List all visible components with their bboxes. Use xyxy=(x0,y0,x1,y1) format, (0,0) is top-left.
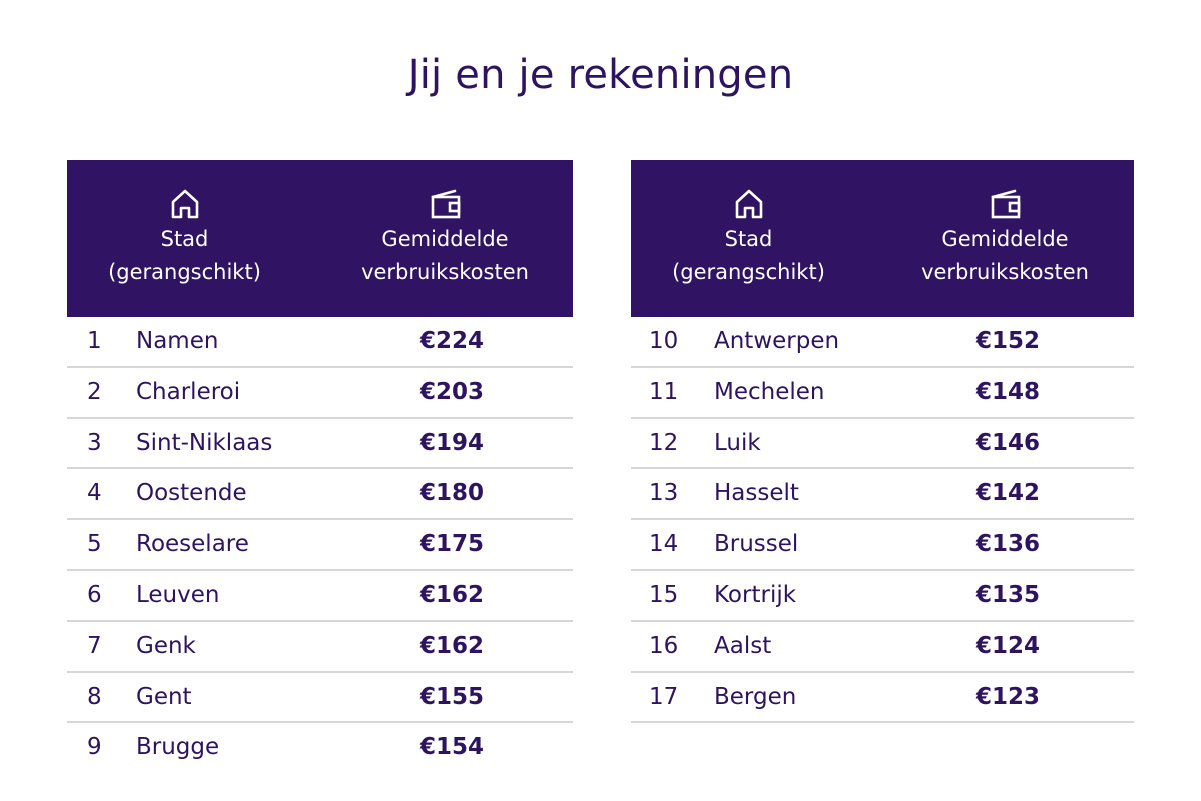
table-row: 3 Sint-Niklaas €194 xyxy=(67,419,573,470)
table-row: 14 Brussel €136 xyxy=(631,520,1134,571)
city-name: Brugge xyxy=(136,734,220,761)
rank: 12 xyxy=(649,429,679,456)
cost-value: €146 xyxy=(975,429,1040,456)
cost-value: €194 xyxy=(419,429,484,456)
table-row: 5 Roeselare €175 xyxy=(67,520,573,571)
rank: 9 xyxy=(87,734,102,761)
city-name: Antwerpen xyxy=(714,328,840,354)
table-row: 6 Leuven €162 xyxy=(67,571,573,622)
cost-value: €203 xyxy=(419,378,484,405)
column-header-cost: Gemiddelde verbruikskosten xyxy=(317,160,573,317)
table-header: Stad (gerangschikt) Gemiddelde verbruiks… xyxy=(67,160,573,317)
cost-value: €124 xyxy=(975,632,1040,659)
rank: 5 xyxy=(87,531,102,558)
table-row: 7 Genk €162 xyxy=(67,622,573,673)
cost-value: €135 xyxy=(975,581,1040,608)
table-row: 10 Antwerpen €152 xyxy=(631,317,1134,368)
rank: 13 xyxy=(649,480,679,507)
column-header-cost-line2: verbruikskosten xyxy=(921,260,1089,284)
city-name: Namen xyxy=(136,328,219,354)
column-header-city-line2: (gerangschikt) xyxy=(108,260,261,284)
table-body: 10 Antwerpen €152 11 Mechelen €148 12 Luik €14… xyxy=(631,317,1134,724)
cost-value: €123 xyxy=(975,683,1040,710)
city-name: Kortrijk xyxy=(714,581,797,608)
rank: 15 xyxy=(649,581,679,608)
table-row: 11 Mechelen €148 xyxy=(631,368,1134,419)
rank: 4 xyxy=(87,480,102,507)
cost-value: €152 xyxy=(975,328,1040,354)
cost-value: €175 xyxy=(419,531,484,558)
city-name: Mechelen xyxy=(714,378,825,405)
rank: 16 xyxy=(649,632,679,659)
city-name: Oostende xyxy=(136,480,247,507)
column-header-city-line2: (gerangschikt) xyxy=(672,260,825,284)
column-header-city-line1: Stad xyxy=(160,227,209,251)
city-name: Hasselt xyxy=(714,480,799,507)
rank: 8 xyxy=(87,683,102,710)
table-body: 1 Namen €224 2 Charleroi €203 3 Sint-Niklaas €… xyxy=(67,317,573,774)
city-name: Aalst xyxy=(714,632,772,659)
table-header: Stad (gerangschikt) Gemiddelde verbruiks… xyxy=(631,160,1134,317)
cost-value: €155 xyxy=(419,683,484,710)
city-name: Luik xyxy=(714,429,761,456)
city-name: Gent xyxy=(136,683,192,710)
cost-value: €180 xyxy=(419,480,484,507)
cost-value: €148 xyxy=(975,378,1040,405)
ranking-table-left: Stad (gerangschikt) Gemiddelde verbruiks… xyxy=(67,160,573,774)
wallet-icon xyxy=(988,187,1022,221)
wallet-icon xyxy=(428,187,462,221)
column-header-cost-line1: Gemiddelde xyxy=(941,227,1069,251)
rank: 11 xyxy=(649,378,679,405)
column-header-cost: Gemiddelde verbruikskosten xyxy=(876,160,1134,317)
city-name: Roeselare xyxy=(136,531,249,558)
table-row: 4 Oostende €180 xyxy=(67,469,573,521)
table-row: 9 Brugge €154 xyxy=(67,723,573,774)
cost-value: €162 xyxy=(419,632,484,659)
table-row: 17 Bergen €123 xyxy=(631,673,1134,724)
table-row: 16 Aalst €124 xyxy=(631,622,1134,673)
table-row: 15 Kortrijk €135 xyxy=(631,571,1134,622)
cost-value: €224 xyxy=(419,328,484,354)
rank: 1 xyxy=(87,328,102,354)
cost-value: €142 xyxy=(975,480,1040,507)
city-name: Leuven xyxy=(136,581,220,608)
page-title: Jij en je rekeningen xyxy=(407,52,794,98)
rank: 2 xyxy=(87,378,102,405)
rank: 7 xyxy=(87,632,102,659)
column-header-cost-line2: verbruikskosten xyxy=(361,260,529,284)
column-header-city-line1: Stad xyxy=(724,227,773,251)
cost-value: €162 xyxy=(419,581,484,608)
city-name: Charleroi xyxy=(136,378,241,405)
rank: 14 xyxy=(649,531,679,558)
table-row: 1 Namen €224 xyxy=(67,317,573,368)
column-header-city: Stad (gerangschikt) xyxy=(67,160,302,317)
cost-value: €154 xyxy=(419,734,484,761)
rank: 6 xyxy=(87,581,102,608)
city-name: Genk xyxy=(136,632,196,659)
house-icon xyxy=(168,187,202,221)
cost-value: €136 xyxy=(975,531,1040,558)
table-row: 2 Charleroi €203 xyxy=(67,368,573,419)
column-header-cost-line1: Gemiddelde xyxy=(381,227,509,251)
table-row: 8 Gent €155 xyxy=(67,673,573,724)
table-row: 12 Luik €146 xyxy=(631,419,1134,470)
rank: 3 xyxy=(87,429,102,456)
rank: 17 xyxy=(649,683,679,710)
city-name: Sint-Niklaas xyxy=(136,429,273,456)
house-icon xyxy=(732,187,766,221)
ranking-table-right: Stad (gerangschikt) Gemiddelde verbruiks… xyxy=(631,160,1134,724)
city-name: Brussel xyxy=(714,531,799,558)
rank: 10 xyxy=(649,328,679,354)
city-name: Bergen xyxy=(714,683,797,710)
column-header-city: Stad (gerangschikt) xyxy=(631,160,866,317)
table-row: 13 Hasselt €142 xyxy=(631,469,1134,521)
